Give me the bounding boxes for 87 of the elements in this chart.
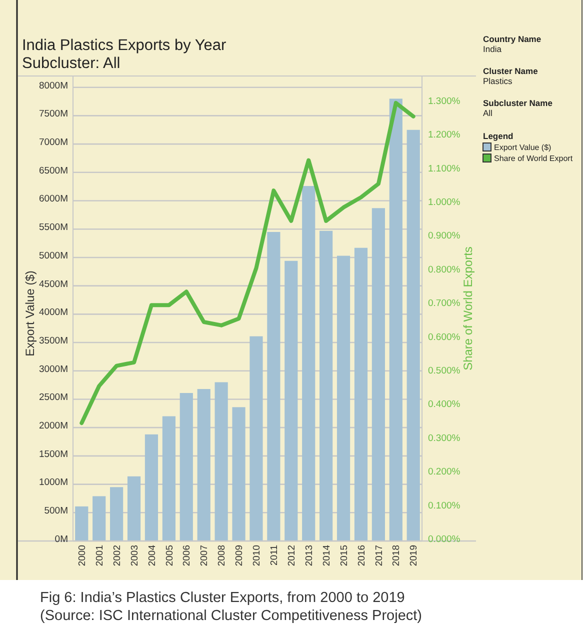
text: India <box>483 44 502 54</box>
y2-tick-label: 0.200% <box>428 466 461 478</box>
x-tick-label: 2002 <box>112 545 123 566</box>
y2-tick-label: 0.800% <box>428 264 461 276</box>
x-tick-label: 2001 <box>94 545 106 566</box>
bar <box>127 476 141 541</box>
x-tick-label: 2014 <box>321 545 332 566</box>
bar <box>320 230 333 541</box>
y-tick-label: 7500M <box>38 108 68 120</box>
y2-tick-label: 0.900% <box>428 230 461 242</box>
x-tick-label: 2019 <box>408 545 420 566</box>
bar <box>354 248 368 541</box>
bar <box>406 130 420 541</box>
y-axis-title: Export Value ($) <box>23 270 37 356</box>
y-tick-label: 6000M <box>38 194 68 205</box>
text: Cluster Name <box>483 66 538 76</box>
bar <box>144 434 158 541</box>
legend-label: Export Value ($) <box>494 143 552 152</box>
bar <box>92 496 106 541</box>
x-tick-label: 2015 <box>338 545 350 566</box>
x-tick-label: 2017 <box>374 545 385 566</box>
x-tick-label: 2006 <box>182 545 193 566</box>
line-series <box>80 100 416 426</box>
y-tick-label: 1000M <box>38 477 68 488</box>
x-tick-label: 2004 <box>146 545 158 566</box>
y-tick-label: 2000M <box>38 420 68 432</box>
y-tick-label: 4500M <box>38 278 68 290</box>
y2-tick-label: 0.000% <box>428 534 461 545</box>
text: All <box>483 108 493 118</box>
y-tick-label: 7000M <box>38 137 68 148</box>
y-tick-label: 8000M <box>38 80 68 92</box>
x-tick-label: 2013 <box>304 545 315 566</box>
legend-label: Share of World Export <box>494 154 574 163</box>
bar <box>302 186 316 541</box>
x-tick-label: 2003 <box>129 545 140 566</box>
y2-tick-label: 0.400% <box>428 399 461 410</box>
bar <box>232 407 246 541</box>
bar <box>214 382 228 541</box>
x-tick-label: 2005 <box>164 545 176 566</box>
bar <box>250 336 263 541</box>
bar <box>110 487 124 541</box>
x-tick-label: 2011 <box>269 545 280 566</box>
text: (Source: ISC International Cluster Competitiveness Project) <box>40 608 422 624</box>
y-tick-label: 3500M <box>38 335 68 346</box>
y-tick-label: 500M <box>44 506 68 517</box>
bar <box>336 256 350 541</box>
bar <box>284 260 298 541</box>
y-tick-label: 0M <box>54 534 68 545</box>
bar <box>389 98 402 541</box>
y2-tick-label: 1.000% <box>428 196 461 208</box>
y-tick-label: 5000M <box>38 250 68 262</box>
bar <box>180 392 193 541</box>
y2-tick-label: 1.100% <box>428 163 461 174</box>
bar <box>162 416 176 541</box>
bar <box>267 232 280 541</box>
x-tick-label: 2009 <box>234 545 246 566</box>
x-tick-label: 2007 <box>199 545 210 566</box>
bar <box>75 506 88 541</box>
y2-tick-label: 0.500% <box>428 365 461 376</box>
y2-tick-label: 1.300% <box>428 96 461 107</box>
text: Country Name <box>483 34 542 44</box>
y2-tick-label: 1.200% <box>428 130 461 141</box>
bar <box>197 389 210 541</box>
y2-tick-label: 0.700% <box>428 298 461 310</box>
y-tick-label: 4000M <box>38 307 68 318</box>
chart-subtitle: Subcluster: All <box>22 55 120 72</box>
legend-title: Legend <box>483 131 514 141</box>
y-tick-label: 5500M <box>38 222 68 234</box>
caption: Fig 6: India’s Plastics Cluster Exports, from 2000 to 2019 <box>40 590 405 606</box>
x-tick-label: 2012 <box>286 545 298 566</box>
y-tick-label: 3000M <box>38 364 68 375</box>
y2-axis-title: Share of World Exports <box>461 246 475 370</box>
y-tick-label: 6500M <box>38 165 68 176</box>
x-tick-label: 2018 <box>391 545 402 566</box>
x-tick-label: 2008 <box>216 545 228 566</box>
chart-title: India Plastics Exports by Year <box>22 37 226 54</box>
y2-tick-label: 0.100% <box>428 500 461 512</box>
text: Subcluster Name <box>483 98 553 108</box>
text: Plastics <box>483 76 512 86</box>
x-tick-label: 2016 <box>356 545 368 566</box>
y-tick-label: 1500M <box>38 448 68 460</box>
y2-tick-label: 0.600% <box>428 332 461 343</box>
bar <box>372 208 385 541</box>
y-tick-label: 2500M <box>38 392 68 404</box>
x-tick-label: 2000 <box>76 545 88 566</box>
x-tick-label: 2010 <box>252 545 263 566</box>
y2-tick-label: 0.300% <box>428 432 461 444</box>
